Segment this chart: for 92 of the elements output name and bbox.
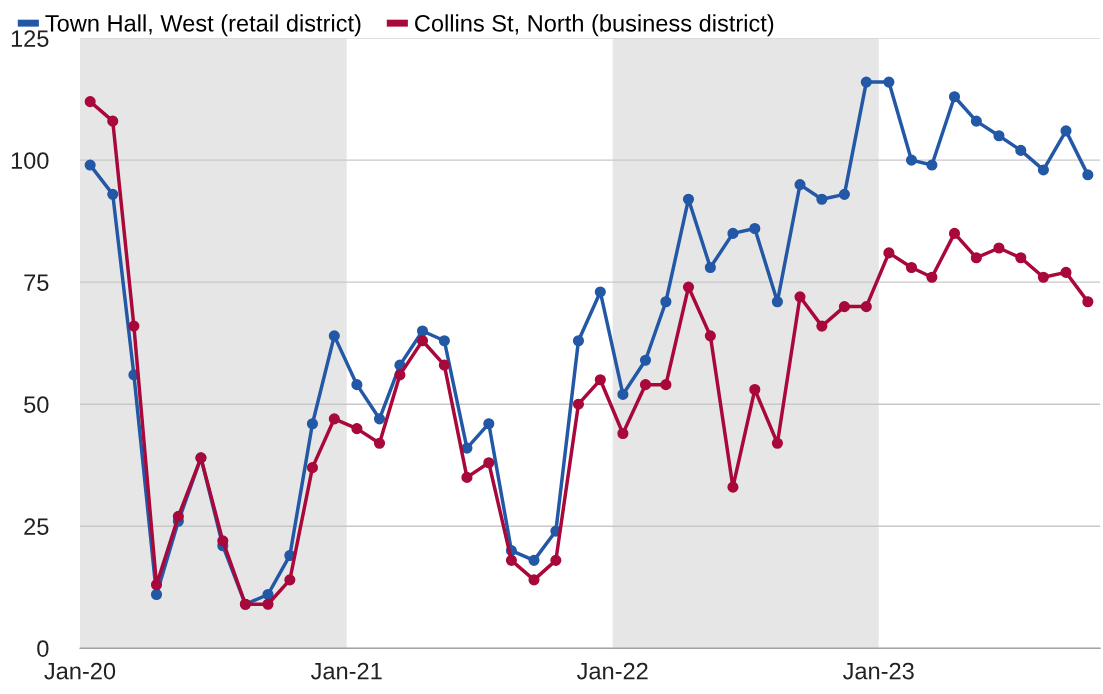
- point: [794, 179, 806, 191]
- point: [1015, 144, 1027, 156]
- point: [550, 554, 562, 566]
- point: [948, 227, 961, 239]
- point: [128, 320, 140, 332]
- point: [107, 188, 119, 200]
- y-tick-label: 0: [37, 640, 49, 657]
- point: [1037, 164, 1049, 176]
- point: [328, 330, 340, 342]
- point: [682, 193, 695, 205]
- point: [461, 442, 473, 454]
- point: [617, 427, 629, 440]
- point: [150, 579, 163, 591]
- point: [284, 574, 296, 586]
- point: [816, 193, 828, 205]
- point: [682, 281, 695, 293]
- point: [84, 96, 96, 108]
- x-tick-label: Jan-21: [310, 662, 382, 680]
- point: [771, 437, 783, 449]
- x-tick-label: Jan-23: [842, 662, 914, 680]
- y-tick-label: 75: [24, 274, 49, 291]
- point: [572, 398, 585, 410]
- point: [639, 379, 652, 391]
- point: [351, 423, 363, 435]
- point: [727, 481, 739, 493]
- point: [351, 379, 363, 391]
- point: [993, 130, 1005, 142]
- point: [948, 91, 961, 103]
- point: [970, 115, 982, 127]
- point: [150, 588, 163, 601]
- y-tick-label: 125: [11, 30, 49, 47]
- point: [461, 471, 473, 483]
- point: [1082, 296, 1094, 308]
- point: [704, 261, 716, 274]
- point: [262, 588, 274, 601]
- point: [883, 76, 895, 88]
- point: [373, 437, 386, 449]
- point: [438, 359, 450, 371]
- point: [438, 335, 450, 347]
- point: [505, 554, 517, 566]
- point: [1060, 266, 1072, 278]
- point: [572, 335, 585, 347]
- point: [749, 222, 761, 235]
- point: [838, 301, 851, 313]
- point: [172, 510, 184, 522]
- point: [1037, 271, 1049, 283]
- x-tick-label: Jan-20: [44, 662, 116, 680]
- point: [970, 252, 982, 264]
- point: [993, 242, 1005, 254]
- point: [262, 598, 274, 610]
- legend-label: Collins St, North (business district): [415, 14, 774, 37]
- point: [794, 291, 806, 303]
- point: [617, 388, 629, 400]
- point: [483, 457, 495, 469]
- point: [416, 325, 429, 337]
- y-tick-label: 50: [24, 396, 49, 413]
- point: [860, 76, 872, 88]
- point: [704, 330, 716, 342]
- point: [1082, 169, 1094, 181]
- point: [107, 115, 119, 127]
- point: [394, 369, 406, 381]
- point: [926, 271, 938, 283]
- point: [905, 261, 918, 274]
- point: [905, 154, 918, 166]
- point: [328, 413, 340, 425]
- point: [1060, 125, 1072, 137]
- point: [727, 227, 739, 239]
- x-tick-label: Jan-22: [576, 662, 648, 680]
- point: [883, 247, 895, 259]
- point: [660, 296, 672, 308]
- point: [528, 574, 540, 586]
- point: [771, 296, 783, 308]
- point: [838, 188, 851, 200]
- point: [660, 379, 672, 391]
- point: [639, 354, 652, 366]
- point: [528, 554, 540, 566]
- point: [306, 418, 319, 430]
- y-tick-label: 25: [24, 518, 49, 535]
- point: [416, 335, 429, 347]
- point: [483, 418, 495, 430]
- y-tick-label: 100: [11, 152, 49, 169]
- point: [306, 462, 319, 474]
- point: [749, 383, 761, 396]
- point: [926, 159, 938, 171]
- point: [860, 301, 872, 313]
- point: [84, 159, 96, 171]
- point: [594, 286, 606, 298]
- point: [373, 413, 386, 425]
- point: [816, 320, 828, 332]
- point: [1015, 252, 1027, 264]
- point: [217, 535, 229, 547]
- point: [594, 374, 606, 386]
